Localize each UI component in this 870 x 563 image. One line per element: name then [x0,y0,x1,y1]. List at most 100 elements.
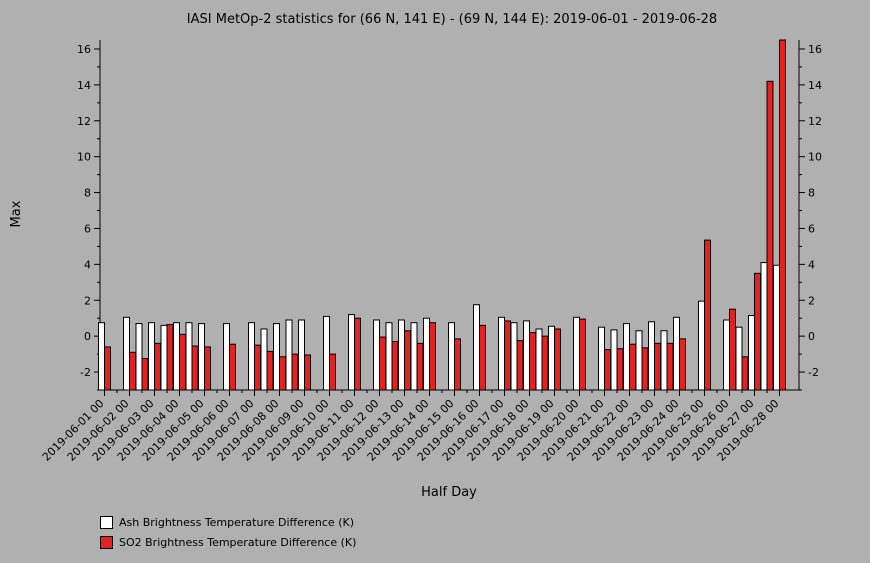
bar-so2 [329,353,336,391]
legend-label-so2: SO2 Brightness Temperature Difference (K… [119,535,357,549]
bar-ash [698,300,705,391]
bar-ash [473,304,480,391]
bar-so2 [379,336,386,391]
legend-swatch-ash [100,515,113,529]
bar-ash [148,322,155,391]
y-tick-label-left: 0 [84,330,91,343]
bar-ash [423,317,430,391]
bar-ash [648,321,655,391]
bar-so2 [154,342,161,391]
y-tick-label-right: 14 [808,79,822,92]
y-tick-label-right: 4 [808,258,815,271]
bar-so2 [429,322,436,391]
bar-ash [773,264,780,391]
bar-so2 [391,341,399,391]
bar-so2 [354,317,361,391]
bar-ash [660,330,668,391]
bar-ash [323,315,330,391]
y-tick-label-right: 0 [808,330,815,343]
bar-ash [123,316,130,391]
bar-so2 [741,356,749,391]
bar-so2 [504,320,511,391]
bar-ash [173,322,180,391]
bar-ash [535,328,543,391]
bar-so2 [604,349,611,391]
bar-ash [385,322,393,391]
bar-ash [760,262,768,391]
bar-so2 [679,338,686,391]
legend-swatch-so2 [100,535,113,549]
bar-ash [260,328,268,391]
bar-so2 [654,342,661,391]
bar-so2 [141,358,149,391]
bar-ash [98,322,105,391]
legend: Ash Brightness Temperature Difference (K… [100,512,356,552]
y-tick-label-left: 8 [84,187,91,200]
bar-so2 [204,346,211,391]
bar-ash [410,322,418,391]
bar-ash [198,323,205,391]
bar-ash [748,315,755,391]
bar-so2 [641,347,649,391]
bar-so2 [779,39,786,391]
bar-so2 [766,80,774,391]
y-tick-label-left: 14 [77,79,91,92]
bar-ash [598,326,605,391]
bar-so2 [629,343,636,391]
y-tick-label-left: 6 [84,222,91,235]
bar-ash [548,325,555,391]
bar-so2 [129,351,136,391]
y-tick-label-right: 12 [808,115,822,128]
y-axis-label: Max [9,200,24,227]
bar-so2 [516,340,524,391]
bar-so2 [304,354,311,391]
bar-ash [623,323,630,391]
bar-ash [610,329,618,391]
legend-item-ash: Ash Brightness Temperature Difference (K… [100,512,356,532]
bar-ash [735,326,743,391]
y-tick-label-right: 16 [808,43,822,56]
bar-ash [510,322,518,391]
y-tick-label-left: 2 [84,294,91,307]
bar-ash [373,319,380,391]
y-tick-label-left: 12 [77,115,91,128]
bar-so2 [416,342,424,391]
bar-so2 [179,333,186,391]
bar-ash [523,320,530,391]
bar-so2 [404,330,411,391]
bar-ash [160,324,168,391]
bar-so2 [229,343,236,391]
bar-so2 [616,348,624,391]
bar-so2 [554,328,561,391]
bar-so2 [104,346,111,391]
bar-ash [185,322,193,391]
bar-ash [673,316,680,391]
y-tick-label-left: -2 [80,366,91,379]
bar-so2 [279,356,286,391]
bar-ash [223,323,230,391]
legend-label-ash: Ash Brightness Temperature Difference (K… [119,515,354,529]
bar-ash [273,323,280,391]
chart-title: IASI MetOp-2 statistics for (66 N, 141 E… [187,12,717,27]
bar-ash [573,316,580,391]
bar-ash [348,314,355,391]
bar-so2 [729,308,736,391]
bar-ash [723,319,730,391]
x-axis-label: Half Day [421,485,477,500]
y-tick-label-right: 10 [808,151,822,164]
bar-so2 [166,323,174,391]
bar-so2 [541,335,549,391]
bar-so2 [666,342,674,391]
y-tick-label-right: 2 [808,294,815,307]
y-tick-label-left: 4 [84,258,91,271]
y-tick-label-left: 16 [77,43,91,56]
bar-so2 [254,344,261,391]
bar-so2 [754,272,761,391]
bar-ash [298,319,305,391]
legend-item-so2: SO2 Brightness Temperature Difference (K… [100,532,356,552]
bar-ash [248,322,255,391]
bar-so2 [579,318,586,391]
y-tick-label-right: -2 [808,366,819,379]
bar-so2 [266,350,274,391]
bar-so2 [479,324,486,391]
